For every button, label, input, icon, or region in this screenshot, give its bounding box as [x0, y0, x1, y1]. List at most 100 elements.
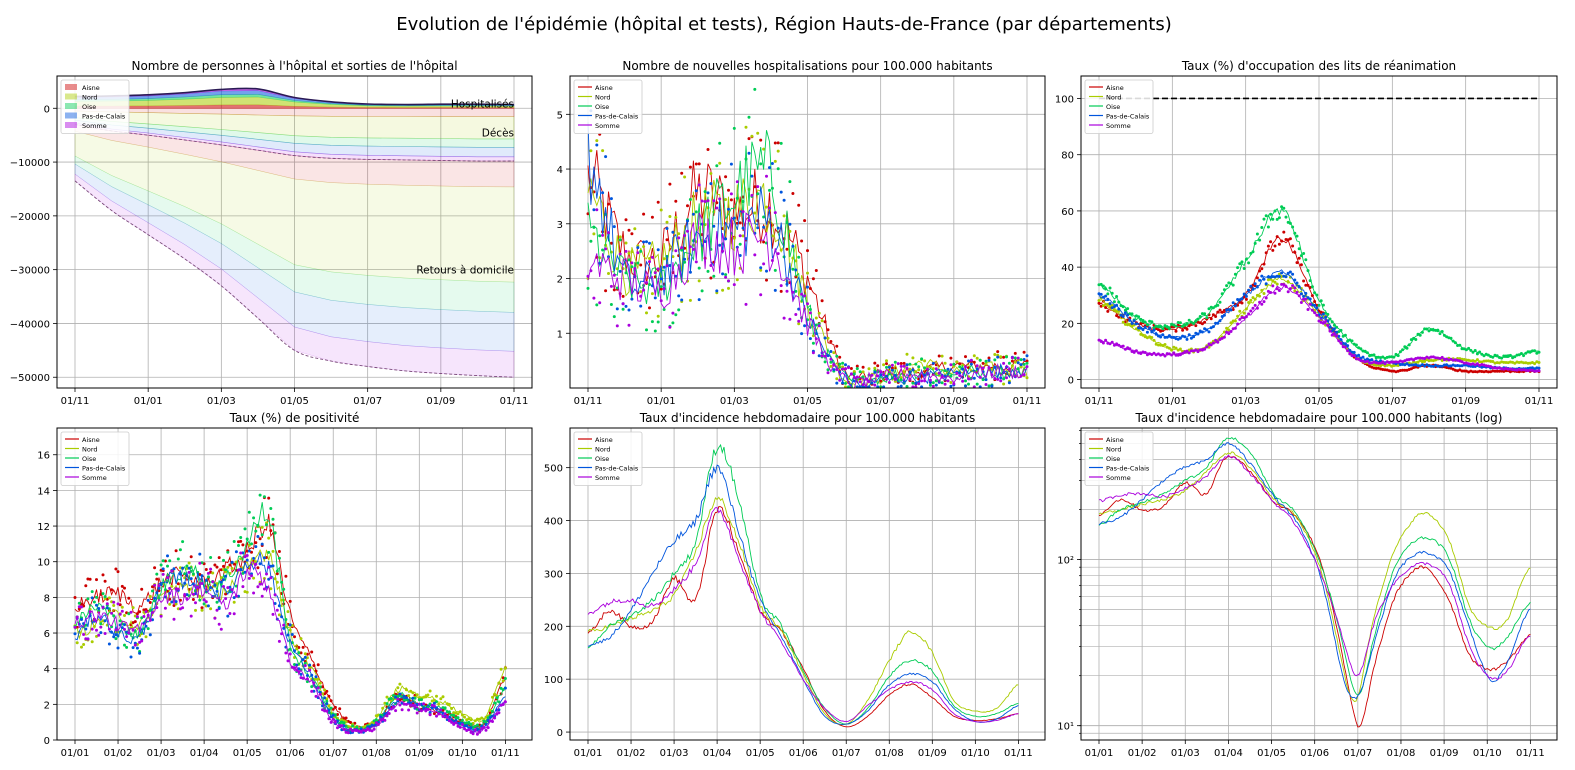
data-point	[217, 622, 221, 626]
data-point	[1335, 334, 1339, 338]
data-point	[741, 226, 745, 230]
data-point	[1392, 360, 1396, 364]
data-point	[785, 221, 789, 224]
data-point	[295, 663, 299, 667]
data-point	[247, 543, 251, 547]
data-point	[952, 362, 956, 366]
data-point	[937, 371, 941, 375]
data-point	[609, 284, 613, 288]
data-point	[832, 368, 836, 372]
data-point	[931, 367, 935, 371]
data-point	[1458, 364, 1462, 368]
data-point	[1242, 292, 1246, 296]
data-point	[1110, 340, 1114, 344]
data-point	[1216, 303, 1220, 307]
data-point	[712, 274, 716, 278]
legend-label: Aisne	[82, 84, 100, 92]
data-point	[1504, 354, 1508, 358]
data-point	[366, 727, 370, 731]
legend-label: Pas-de-Calais	[82, 465, 126, 473]
data-point	[1407, 343, 1411, 347]
data-point	[1025, 376, 1029, 380]
data-point	[811, 277, 815, 281]
data-point	[1405, 362, 1409, 366]
data-point	[923, 373, 927, 377]
data-point	[639, 263, 643, 267]
data-point	[206, 604, 210, 608]
data-point	[215, 608, 219, 612]
data-point	[475, 723, 479, 727]
data-point	[183, 572, 187, 576]
data-point	[677, 308, 681, 312]
series-line-nord	[587, 496, 1019, 726]
data-point	[1163, 354, 1167, 358]
data-point	[1456, 344, 1460, 347]
data-point	[674, 313, 678, 317]
data-point	[849, 367, 853, 370]
data-point	[1101, 304, 1105, 308]
data-point	[1247, 261, 1251, 265]
data-point	[353, 721, 357, 725]
data-point	[1262, 300, 1266, 304]
data-point	[144, 624, 148, 628]
data-point	[260, 533, 264, 537]
data-point	[140, 639, 144, 643]
series-line-oise	[587, 130, 1028, 388]
data-point	[1500, 369, 1504, 373]
data-point	[1401, 368, 1405, 372]
legend-label: Oise	[1106, 103, 1120, 111]
data-point	[601, 191, 605, 195]
data-point	[1423, 357, 1427, 361]
x-tick-label: 01/03	[720, 396, 749, 407]
y-tick-label: 16	[37, 451, 50, 462]
data-point	[838, 355, 842, 359]
data-point	[314, 694, 318, 698]
data-point	[316, 677, 320, 681]
data-point	[589, 149, 593, 153]
data-point	[103, 619, 107, 623]
y-tick-label: 2	[44, 700, 50, 711]
data-point	[741, 200, 745, 203]
data-point	[1148, 326, 1152, 330]
series-line-somme	[587, 507, 1019, 723]
data-point	[105, 602, 109, 606]
y-tick-label: 10	[37, 558, 50, 569]
data-point	[1010, 359, 1014, 363]
data-point	[642, 245, 646, 249]
figure-title: Evolution de l'épidémie (hôpital et test…	[396, 14, 1171, 35]
data-point	[1137, 326, 1141, 330]
data-point	[1335, 325, 1339, 329]
y-tick-label: 5	[557, 110, 563, 121]
data-point	[1409, 367, 1413, 371]
data-point	[776, 167, 780, 171]
data-point	[1163, 335, 1167, 339]
data-point	[75, 641, 79, 645]
data-point	[458, 721, 462, 725]
data-point	[776, 149, 780, 153]
data-point	[656, 320, 660, 324]
data-point	[163, 588, 167, 592]
data-point	[1431, 328, 1435, 332]
data-point	[1112, 343, 1116, 347]
data-point	[1280, 282, 1284, 286]
data-point	[972, 376, 976, 380]
data-point	[488, 708, 492, 712]
x-tick-label: 01/11	[491, 748, 520, 759]
data-point	[445, 715, 449, 719]
legend-swatch	[65, 112, 77, 119]
data-point	[1387, 355, 1391, 359]
data-point	[1409, 338, 1413, 342]
data-point	[852, 372, 856, 376]
legend-label: Aisne	[595, 84, 613, 92]
data-point	[480, 727, 484, 731]
data-point	[762, 147, 766, 151]
data-point	[1418, 359, 1422, 362]
data-point	[794, 259, 798, 263]
data-point	[1205, 328, 1209, 332]
data-point	[1104, 338, 1108, 342]
data-point	[473, 719, 477, 723]
x-tick-label: 01/10	[961, 748, 990, 759]
legend-label: Oise	[82, 455, 96, 463]
data-point	[441, 695, 445, 699]
x-tick-label: 01/02	[617, 748, 646, 759]
